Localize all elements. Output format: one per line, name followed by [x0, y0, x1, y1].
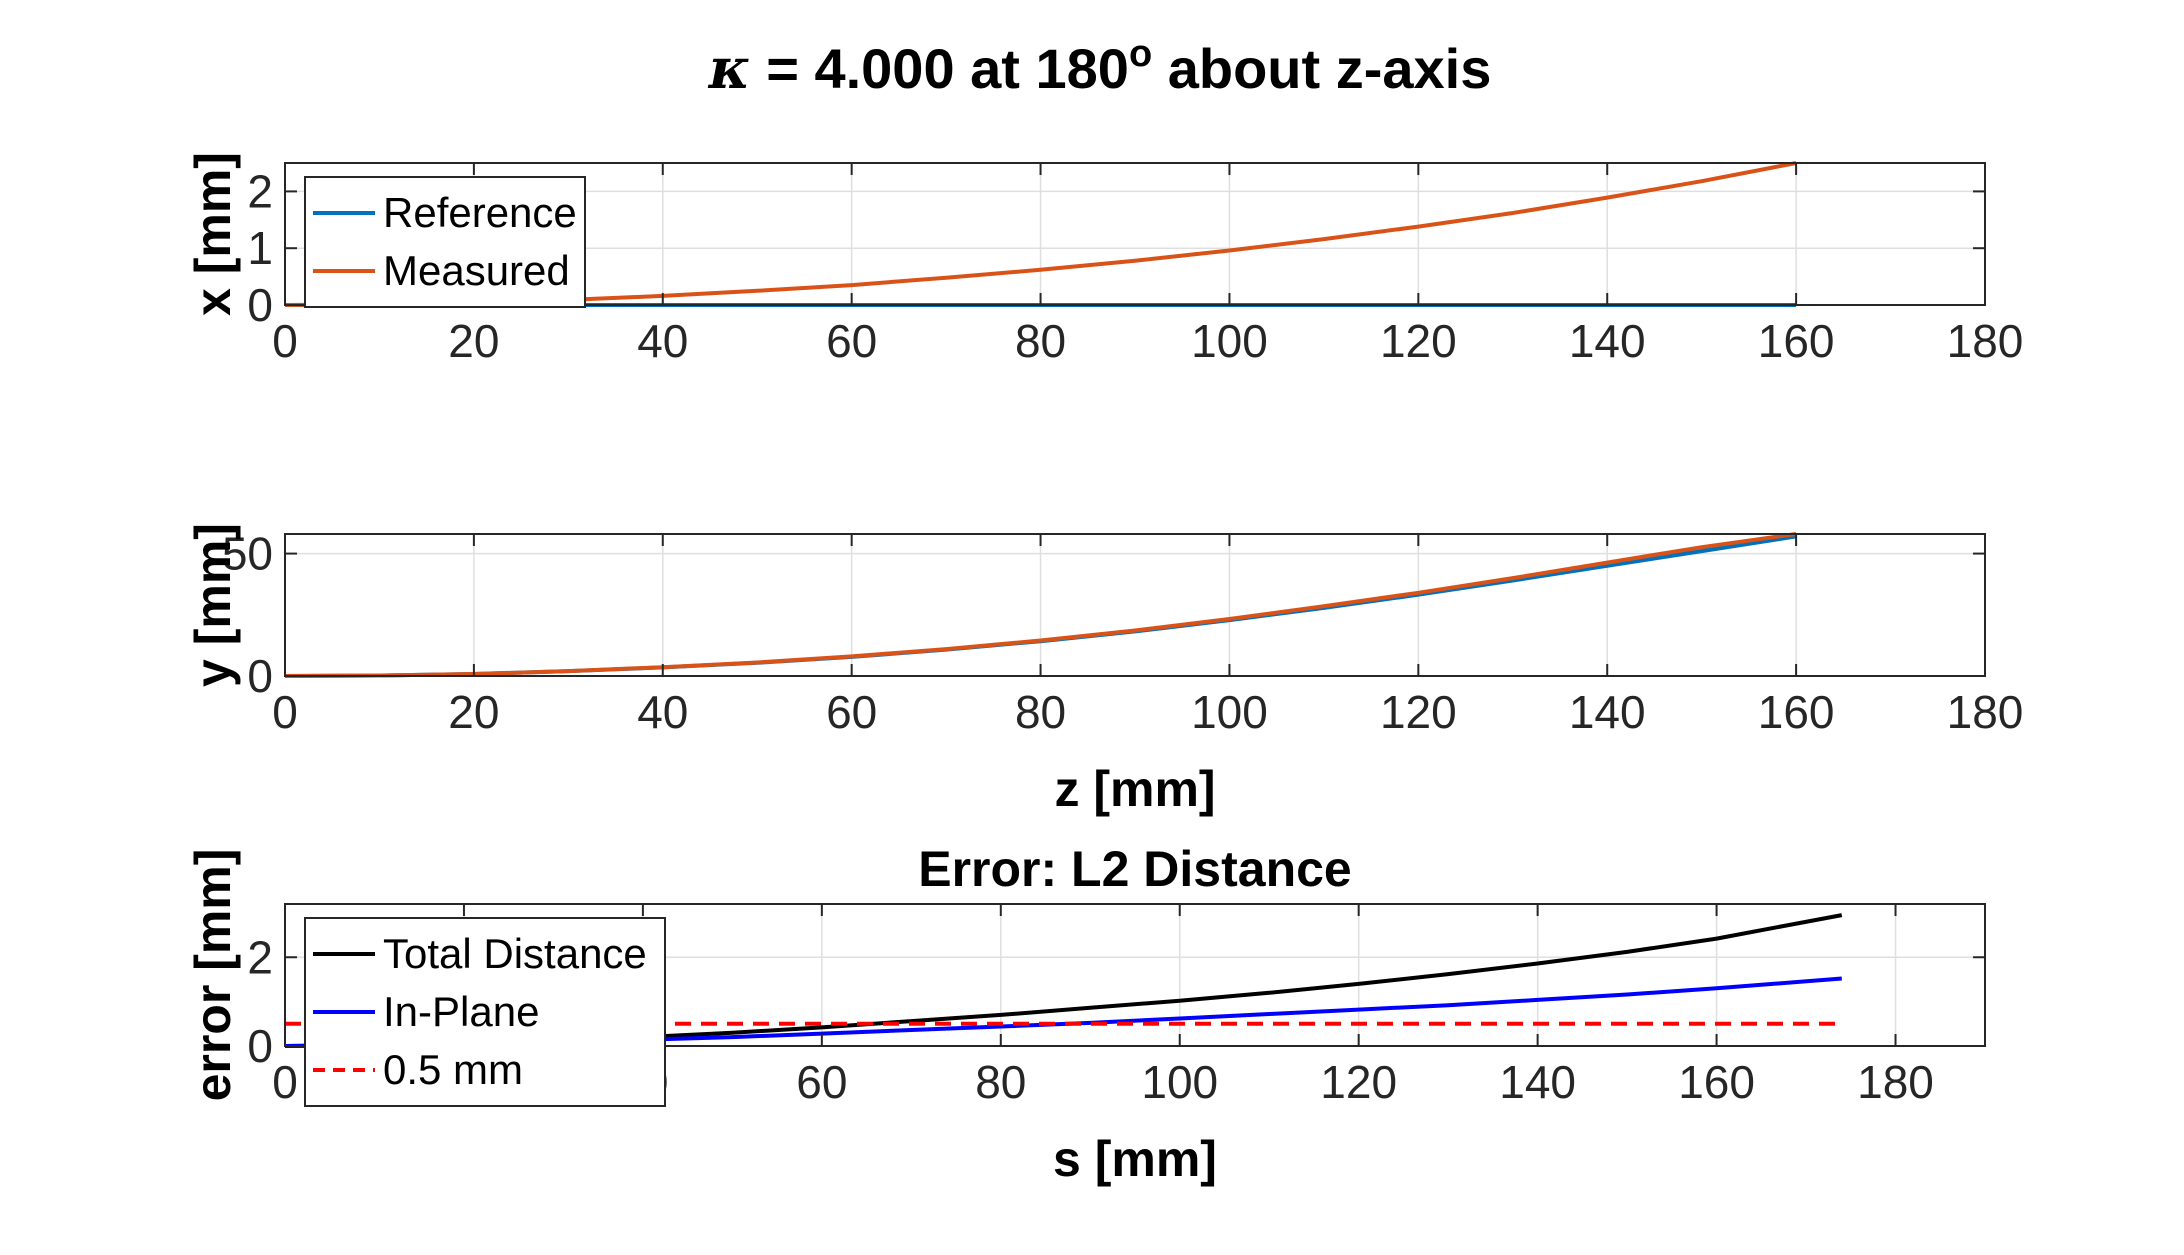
legend-label: In-Plane	[383, 988, 539, 1035]
error-plot: 02040608010012014016018002error [mm]s [m…	[185, 841, 1986, 1187]
x-tick-label: 140	[1569, 315, 1646, 367]
x-tick-label: 60	[796, 1056, 847, 1108]
x-axis-label: z [mm]	[1054, 761, 1215, 817]
title-tail: about z-axis	[1152, 37, 1491, 100]
x-tick-label: 80	[1015, 686, 1066, 738]
y-tick-label: 2	[247, 165, 273, 217]
x-tick-label: 0	[272, 1056, 298, 1108]
x-tick-label: 180	[1857, 1056, 1934, 1108]
x-tick-label: 120	[1380, 315, 1457, 367]
axes-title: Error: L2 Distance	[918, 841, 1351, 897]
y-plot: 0 20 40 60 80 100 120 140 160 180 0 50y [mm] z [mm]	[185, 523, 2023, 817]
x-tick-label: 120	[1380, 686, 1457, 738]
y-axis-label: x [mm]	[185, 152, 241, 316]
figure-title: κ = 4.000 at 180o about z-axis	[708, 33, 1492, 102]
title-superscript: o	[1129, 33, 1152, 75]
x-tick-label: 0	[272, 686, 298, 738]
legend-label: Total Distance	[383, 930, 647, 977]
legend-label: Reference	[383, 189, 577, 236]
y-tick-label: 0	[247, 650, 273, 702]
legend-box	[304, 176, 586, 308]
title-main: = 4.000 at 180	[751, 37, 1129, 100]
y-tick-label: 2	[247, 931, 273, 983]
axes-box	[284, 533, 1986, 677]
legend: Total Distance In-Plane 0.5 mm	[304, 917, 666, 1107]
x-tick-label: 60	[826, 686, 877, 738]
x-tick-label: 180	[1947, 686, 2024, 738]
plot-area	[285, 534, 1985, 676]
x-tick-label: 0	[272, 315, 298, 367]
y-axis-label: y [mm]	[185, 523, 241, 687]
x-tick-label: 160	[1678, 1056, 1755, 1108]
legend-label: Measured	[383, 247, 570, 294]
x-tick-label: 120	[1320, 1056, 1397, 1108]
series-line-1	[284, 532, 1797, 678]
axes-box	[284, 903, 1986, 1047]
x-tick-label: 100	[1191, 686, 1268, 738]
x-tick-label: 80	[1015, 315, 1066, 367]
legend-label: 0.5 mm	[383, 1046, 523, 1093]
y-tick-label: 0	[247, 279, 273, 331]
y-tick-label: 1	[247, 222, 273, 274]
x-tick-label: 40	[637, 315, 688, 367]
x-tick-label: 20	[448, 315, 499, 367]
title-kappa: κ	[708, 36, 751, 102]
y-tick-label: 50	[222, 528, 273, 580]
x-tick-label: 180	[1947, 315, 2024, 367]
x-tick-label: 160	[1758, 686, 1835, 738]
x-tick-label: 20	[448, 686, 499, 738]
axes-box	[284, 162, 1986, 306]
x-tick-label: 60	[826, 315, 877, 367]
x-tick-label: 140	[1569, 686, 1646, 738]
x-tick-label: 100	[1191, 315, 1268, 367]
x-tick-label: 40	[637, 686, 688, 738]
x-tick-label: 160	[1758, 315, 1835, 367]
x-tick-label: 100	[1141, 1056, 1218, 1108]
legend: Reference Measured	[304, 176, 586, 308]
x-tick-label: 140	[1499, 1056, 1576, 1108]
x-tick-label: 80	[975, 1056, 1026, 1108]
y-tick-label: 0	[247, 1020, 273, 1072]
y-axis-label: error [mm]	[185, 849, 241, 1102]
x-axis-label: s [mm]	[1053, 1131, 1217, 1187]
